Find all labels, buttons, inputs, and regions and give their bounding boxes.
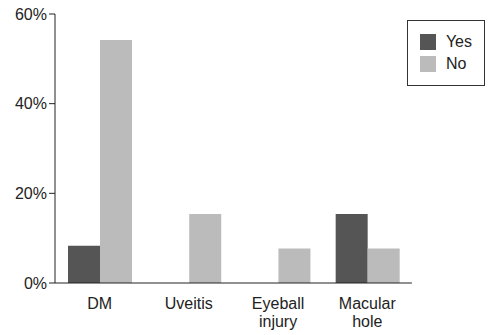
html-text:No: No: [445, 55, 467, 72]
svg-text:0%: 0%: [24, 275, 47, 292]
svg-text:Eyeballinjury: Eyeballinjury: [252, 295, 304, 330]
svg-text:Uveitis: Uveitis: [165, 295, 213, 312]
html-text:Yes: Yes: [445, 33, 472, 50]
svg-text:DM: DM: [87, 295, 112, 312]
svg-text:Macularhole: Macularhole: [339, 295, 397, 330]
svg-text:60%: 60%: [15, 6, 47, 23]
svg-text:20%: 20%: [15, 185, 47, 202]
svg-text:40%: 40%: [15, 95, 47, 112]
